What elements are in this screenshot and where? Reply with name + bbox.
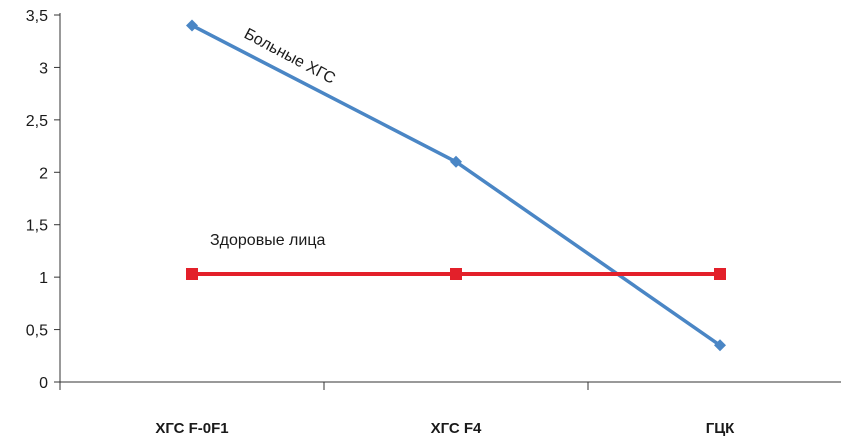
y-tick-label: 0 (39, 375, 48, 392)
y-axis-ticks: 0 0,5 1 1,5 2 2,5 3 3,5 (26, 8, 60, 392)
series-point-diamond (450, 155, 462, 168)
x-category-label: ГЦК (706, 420, 735, 437)
y-tick-label: 3,5 (26, 8, 48, 25)
series-line-0 (191, 23, 721, 347)
y-tick-label: 3 (39, 60, 48, 77)
series-point-diamond (186, 19, 198, 32)
x-category-label: ХГС F-0F1 (155, 420, 228, 437)
y-tick-label: 1,5 (26, 218, 48, 235)
x-category-label: ХГС F4 (431, 420, 482, 437)
y-tick-label: 2,5 (26, 113, 48, 130)
y-tick-label: 2 (39, 165, 48, 182)
series-point-diamond (714, 339, 726, 352)
x-axis-ticks: ХГС F-0F1 ХГС F4 ГЦК (59, 382, 735, 437)
series-point-square (186, 267, 198, 280)
series-point-square (450, 267, 462, 280)
chart-axes (59, 13, 841, 383)
y-tick-label: 0,5 (26, 323, 48, 340)
series-label-healthy: Здоровые лица (210, 232, 325, 249)
chart-series (186, 19, 726, 352)
y-tick-label: 1 (39, 270, 48, 287)
series-point-square (714, 267, 726, 280)
